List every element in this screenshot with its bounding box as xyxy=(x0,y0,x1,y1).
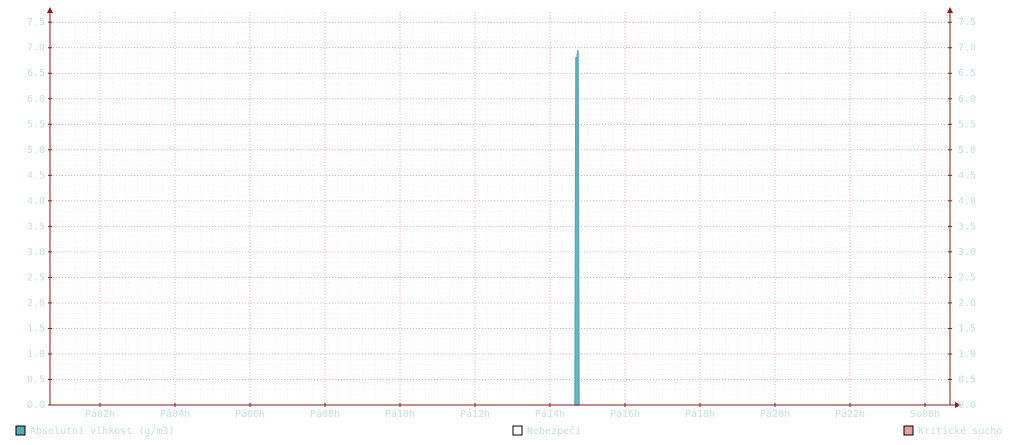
legend-swatch xyxy=(15,425,26,436)
legend-swatch xyxy=(512,425,523,436)
y-tick-label: 2.5 xyxy=(27,272,45,283)
y2-tick-label: 1.5 xyxy=(958,323,976,334)
y-tick-label: 5.0 xyxy=(27,145,45,156)
legend-label: Kritické sucho xyxy=(918,425,1002,437)
x-tick-label: Pá06h xyxy=(235,408,265,420)
x-tick-label: Pá18h xyxy=(685,408,715,420)
minor-grid xyxy=(50,12,950,405)
y-tick-label: 5.5 xyxy=(27,119,45,130)
y-tick-label: 4.5 xyxy=(27,170,45,181)
x-tick-label: Pá02h xyxy=(85,408,115,420)
area xyxy=(574,50,580,406)
y2-tick-label: 2.5 xyxy=(958,272,976,283)
y-tick-label: 6.5 xyxy=(27,68,45,79)
legend-label: Nebezpečí xyxy=(527,425,581,437)
x-tick-label: Pá20h xyxy=(760,408,790,420)
y-tick-label: 0.5 xyxy=(27,374,45,385)
y-tick-label: 6.0 xyxy=(27,94,45,105)
y2-tick-label: 6.0 xyxy=(958,94,976,105)
x-tick-label: Pá16h xyxy=(610,408,640,420)
y2-tick-label: 3.0 xyxy=(958,247,976,258)
y-tick-label: 3.0 xyxy=(27,247,45,258)
y2-tick-label: 3.5 xyxy=(958,221,976,232)
y2-tick-label: 7.0 xyxy=(958,43,976,54)
x-tick-label: Pá22h xyxy=(835,408,865,420)
x-tick-label: Pá10h xyxy=(385,408,415,420)
y-tick-label: 3.5 xyxy=(27,221,45,232)
y2-tick-label: 0.5 xyxy=(958,374,976,385)
y2-tick-label: 5.5 xyxy=(958,119,976,130)
x-tick-label: Pá04h xyxy=(160,408,190,420)
x-tick-label: So00h xyxy=(910,409,940,420)
legend-swatch xyxy=(903,425,914,436)
y-tick-label: 2.0 xyxy=(27,298,45,309)
y2-tick-label: 0.0 xyxy=(958,400,976,411)
y-tick-label: 7.5 xyxy=(27,17,45,28)
x-tick-label: Pá12h xyxy=(460,408,490,420)
y2-tick-label: 4.5 xyxy=(958,170,976,181)
y2-tick-label: 2.0 xyxy=(958,298,976,309)
axis-arrow xyxy=(947,7,953,13)
y-tick-label: 7.0 xyxy=(27,43,45,54)
y2-tick-label: 7.5 xyxy=(958,17,976,28)
y-tick-label: 1.0 xyxy=(27,349,45,360)
axis-arrow xyxy=(47,7,53,13)
y2-tick-label: 5.0 xyxy=(958,145,976,156)
y2-tick-label: 4.0 xyxy=(958,196,976,207)
y-tick-label: 0.0 xyxy=(27,400,45,411)
x-tick-label: Pá08h xyxy=(310,408,340,420)
legend-label: Absolutní vlhkost (g/m3) xyxy=(30,425,175,437)
y2-tick-label: 1.0 xyxy=(958,349,976,360)
y2-tick-label: 6.5 xyxy=(958,68,976,79)
y-tick-label: 1.5 xyxy=(27,323,45,334)
x-tick-label: Pá14h xyxy=(535,408,565,420)
y-tick-label: 4.0 xyxy=(27,196,45,207)
axis-arrow xyxy=(955,402,961,408)
